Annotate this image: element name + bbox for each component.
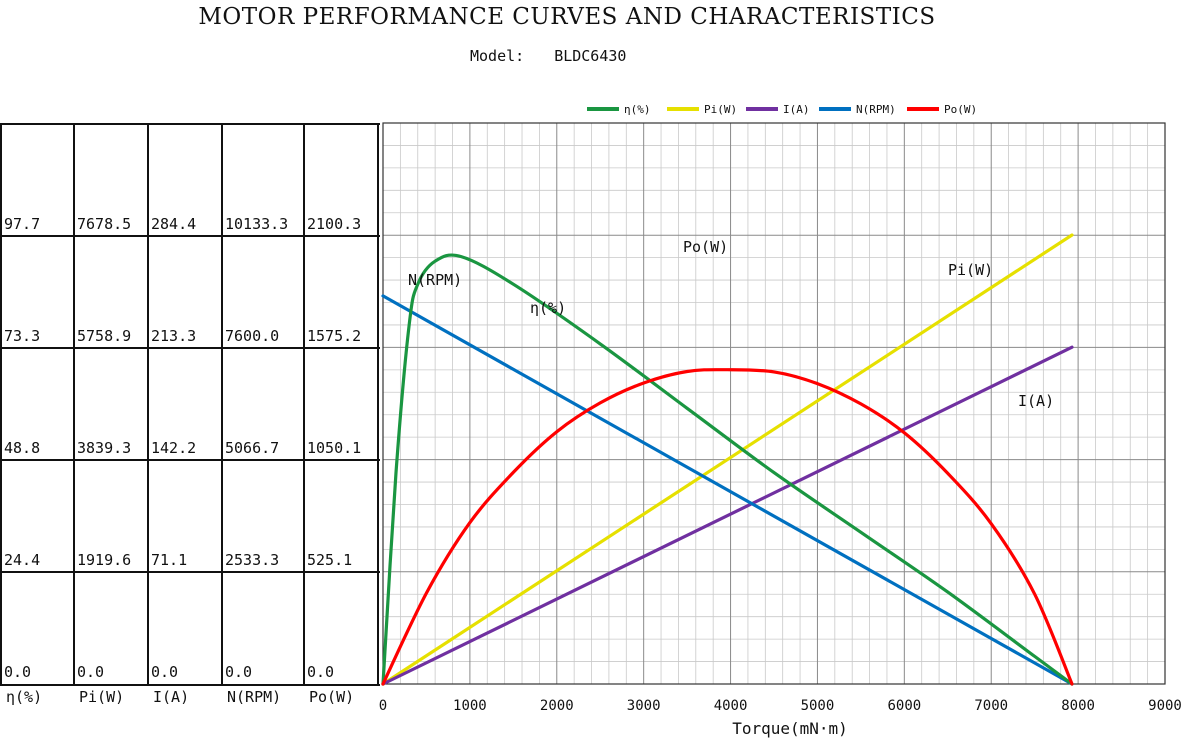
- x-tick-label: 0: [379, 698, 387, 714]
- model-value: BLDC6430: [554, 47, 627, 65]
- scale-value-eta: 73.3: [4, 327, 41, 345]
- series-line-i: [381, 345, 1074, 686]
- scale-header-n: N(RPM): [227, 688, 282, 706]
- legend-label-eta: η(%): [624, 103, 651, 116]
- legend-label-i: I(A): [783, 103, 810, 116]
- scale-value-po: 1575.2: [307, 327, 362, 345]
- plot-frame: [382, 122, 1166, 685]
- legend-label-pi: Pi(W): [704, 103, 737, 116]
- x-tick-label: 3000: [627, 698, 661, 714]
- scale-value-eta: 97.7: [4, 215, 41, 233]
- scale-header-i: I(A): [153, 688, 190, 706]
- scale-value-pi: 7678.5: [77, 215, 132, 233]
- x-tick-label: 6000: [887, 698, 921, 714]
- x-tick-label: 5000: [801, 698, 835, 714]
- scale-value-i: 213.3: [151, 327, 197, 345]
- scale-value-po: 1050.1: [307, 439, 362, 457]
- model-line: Model: BLDC6430: [470, 47, 626, 65]
- curve-label-n: N(RPM): [408, 271, 462, 289]
- scale-value-n: 2533.3: [225, 551, 280, 569]
- scale-value-pi: 5758.9: [77, 327, 132, 345]
- scale-value-i: 71.1: [151, 551, 188, 569]
- scale-value-pi: 1919.6: [77, 551, 132, 569]
- x-tick-label: 1000: [453, 698, 487, 714]
- scale-value-i: 142.2: [151, 439, 197, 457]
- scale-value-eta: 24.4: [4, 551, 41, 569]
- legend-label-n: N(RPM): [856, 103, 896, 116]
- scale-value-i: 284.4: [151, 215, 197, 233]
- curve-label-i: I(A): [1018, 392, 1054, 410]
- curve-label-po: Po(W): [683, 238, 728, 256]
- scale-value-n: 10133.3: [225, 215, 289, 233]
- series-line-eta: [381, 253, 1074, 686]
- scale-value-po: 2100.3: [307, 215, 362, 233]
- legend-label-po: Po(W): [944, 103, 977, 116]
- series-line-po: [381, 368, 1074, 686]
- scale-header-pi: Pi(W): [79, 688, 125, 706]
- x-tick-label: 4000: [714, 698, 748, 714]
- scale-value-eta: 48.8: [4, 439, 41, 457]
- plot-area: [383, 123, 1165, 684]
- series-line-n: [381, 294, 1074, 686]
- x-tick-label: 7000: [974, 698, 1008, 714]
- scale-value-eta: 0.0: [4, 663, 32, 681]
- series-line-pi: [381, 233, 1074, 686]
- curve-label-pi: Pi(W): [948, 261, 993, 279]
- curve-label-eta: η(%): [530, 299, 566, 317]
- model-label: Model:: [470, 47, 525, 65]
- scale-header-po: Po(W): [309, 688, 355, 706]
- scale-value-i: 0.0: [151, 663, 179, 681]
- scale-value-n: 0.0: [225, 663, 253, 681]
- x-tick-label: 9000: [1148, 698, 1182, 714]
- scale-value-po: 525.1: [307, 551, 353, 569]
- x-tick-label: 8000: [1061, 698, 1095, 714]
- x-axis-label: Torque(mN·m): [732, 719, 848, 738]
- scale-value-n: 7600.0: [225, 327, 280, 345]
- chart-title: MOTOR PERFORMANCE CURVES AND CHARACTERIS…: [198, 4, 936, 30]
- scale-value-pi: 3839.3: [77, 439, 132, 457]
- x-tick-label: 2000: [540, 698, 574, 714]
- scale-header-eta: η(%): [6, 688, 43, 706]
- scale-value-po: 0.0: [307, 663, 335, 681]
- scale-value-pi: 0.0: [77, 663, 105, 681]
- scale-value-n: 5066.7: [225, 439, 280, 457]
